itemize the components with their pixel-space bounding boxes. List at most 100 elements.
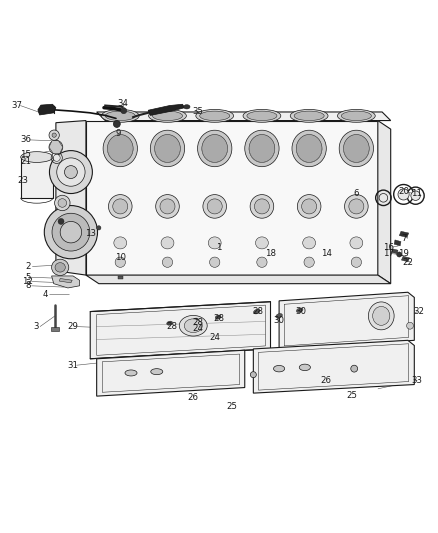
- Polygon shape: [90, 302, 271, 359]
- Ellipse shape: [107, 134, 133, 163]
- Circle shape: [64, 166, 78, 179]
- Circle shape: [398, 189, 409, 200]
- Ellipse shape: [276, 313, 283, 318]
- Ellipse shape: [200, 111, 230, 120]
- Ellipse shape: [192, 318, 198, 322]
- Text: 11: 11: [411, 189, 422, 198]
- Ellipse shape: [297, 195, 321, 218]
- Text: 26: 26: [321, 376, 332, 385]
- Polygon shape: [394, 240, 401, 246]
- Circle shape: [57, 158, 85, 186]
- Ellipse shape: [21, 152, 53, 163]
- Text: 8: 8: [25, 281, 31, 290]
- Ellipse shape: [255, 237, 268, 249]
- Text: 10: 10: [115, 253, 126, 262]
- Ellipse shape: [292, 130, 326, 167]
- Text: 15: 15: [20, 150, 32, 159]
- Polygon shape: [52, 276, 79, 288]
- Circle shape: [58, 219, 64, 224]
- Text: 36: 36: [20, 135, 32, 144]
- Text: 30: 30: [295, 307, 306, 316]
- Text: 26: 26: [188, 393, 199, 402]
- Text: 28: 28: [192, 318, 203, 327]
- Text: 20: 20: [398, 187, 409, 196]
- Text: 23: 23: [17, 176, 28, 185]
- Ellipse shape: [207, 199, 222, 214]
- Polygon shape: [49, 141, 63, 154]
- Ellipse shape: [343, 134, 369, 163]
- Polygon shape: [399, 231, 409, 237]
- Text: 32: 32: [413, 307, 424, 316]
- Circle shape: [406, 322, 413, 329]
- Polygon shape: [56, 120, 86, 275]
- Polygon shape: [148, 104, 185, 116]
- Text: 22: 22: [403, 258, 413, 266]
- Text: 9: 9: [116, 129, 121, 138]
- Ellipse shape: [114, 237, 127, 249]
- Polygon shape: [392, 249, 398, 254]
- Polygon shape: [97, 350, 245, 396]
- Circle shape: [162, 257, 173, 268]
- Polygon shape: [86, 120, 378, 275]
- Text: 1: 1: [216, 243, 222, 252]
- Circle shape: [52, 133, 57, 138]
- Text: 12: 12: [22, 277, 33, 286]
- Text: 3: 3: [34, 322, 39, 331]
- Circle shape: [44, 206, 98, 259]
- Text: 18: 18: [265, 249, 276, 258]
- Text: 13: 13: [85, 229, 96, 238]
- Polygon shape: [59, 279, 72, 283]
- Ellipse shape: [297, 308, 303, 313]
- Ellipse shape: [148, 109, 187, 122]
- Polygon shape: [401, 256, 410, 262]
- Ellipse shape: [179, 316, 207, 336]
- Text: 28: 28: [252, 307, 263, 316]
- Circle shape: [257, 257, 267, 268]
- Text: 17: 17: [383, 249, 394, 258]
- Ellipse shape: [350, 237, 363, 249]
- Ellipse shape: [109, 195, 132, 218]
- Ellipse shape: [243, 109, 281, 122]
- Circle shape: [304, 257, 314, 268]
- Ellipse shape: [339, 130, 374, 167]
- Ellipse shape: [337, 109, 375, 122]
- Ellipse shape: [198, 130, 232, 167]
- Ellipse shape: [125, 370, 137, 376]
- Text: 28: 28: [166, 322, 177, 331]
- Ellipse shape: [345, 195, 368, 218]
- Text: 35: 35: [192, 108, 203, 117]
- Bar: [51, 327, 59, 331]
- Circle shape: [209, 257, 220, 268]
- Text: 14: 14: [321, 249, 332, 258]
- Text: 29: 29: [67, 322, 78, 331]
- Circle shape: [60, 221, 81, 243]
- Ellipse shape: [245, 130, 279, 167]
- Ellipse shape: [155, 134, 180, 163]
- Ellipse shape: [202, 134, 228, 163]
- Text: 4: 4: [42, 290, 48, 299]
- Ellipse shape: [152, 111, 183, 120]
- Ellipse shape: [294, 111, 324, 120]
- Circle shape: [97, 225, 101, 230]
- Text: 24: 24: [209, 333, 220, 342]
- Polygon shape: [279, 292, 414, 349]
- Text: 6: 6: [353, 189, 359, 198]
- Ellipse shape: [196, 109, 233, 122]
- Polygon shape: [97, 112, 391, 120]
- Circle shape: [411, 191, 420, 200]
- Text: 37: 37: [12, 101, 23, 110]
- Circle shape: [53, 155, 60, 161]
- Polygon shape: [253, 341, 414, 393]
- Ellipse shape: [254, 309, 260, 314]
- Ellipse shape: [296, 134, 322, 163]
- Ellipse shape: [215, 315, 221, 319]
- Text: 5: 5: [25, 273, 31, 282]
- Ellipse shape: [290, 109, 328, 122]
- Text: 21: 21: [20, 157, 32, 166]
- Circle shape: [49, 130, 59, 140]
- Ellipse shape: [203, 195, 226, 218]
- Text: 19: 19: [398, 249, 409, 258]
- Polygon shape: [378, 120, 391, 284]
- Circle shape: [113, 120, 120, 127]
- Ellipse shape: [160, 199, 175, 214]
